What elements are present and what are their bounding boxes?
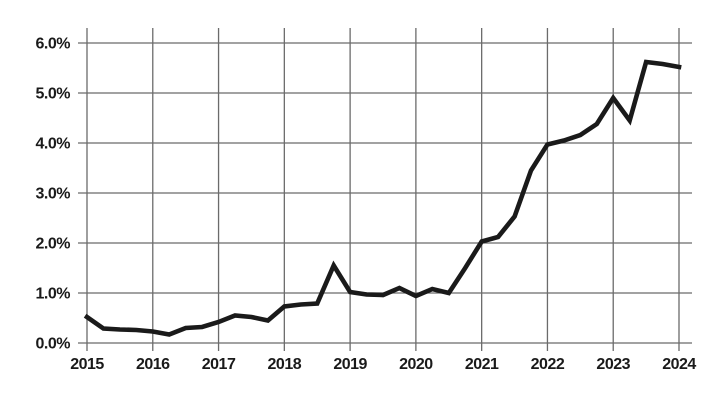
y-tick-label: 4.0% (36, 136, 71, 153)
x-tick-label: 2015 (70, 356, 104, 373)
x-tick-label: 2024 (662, 356, 696, 373)
x-tick-label: 2018 (268, 356, 302, 373)
y-tick-label: 5.0% (36, 86, 71, 103)
x-tick-label: 2020 (399, 356, 433, 373)
x-tick-label: 2023 (596, 356, 630, 373)
x-tick-label: 2016 (136, 356, 170, 373)
y-tick-label: 0.0% (36, 336, 71, 353)
x-tick-label: 2017 (202, 356, 236, 373)
x-tick-label: 2021 (465, 356, 499, 373)
y-tick-label: 6.0% (36, 36, 71, 53)
x-tick-label: 2022 (531, 356, 565, 373)
y-tick-label: 2.0% (36, 236, 71, 253)
y-tick-label: 3.0% (36, 186, 71, 203)
x-tick-label: 2019 (333, 356, 367, 373)
y-tick-label: 1.0% (36, 286, 71, 303)
data-line (83, 59, 682, 337)
